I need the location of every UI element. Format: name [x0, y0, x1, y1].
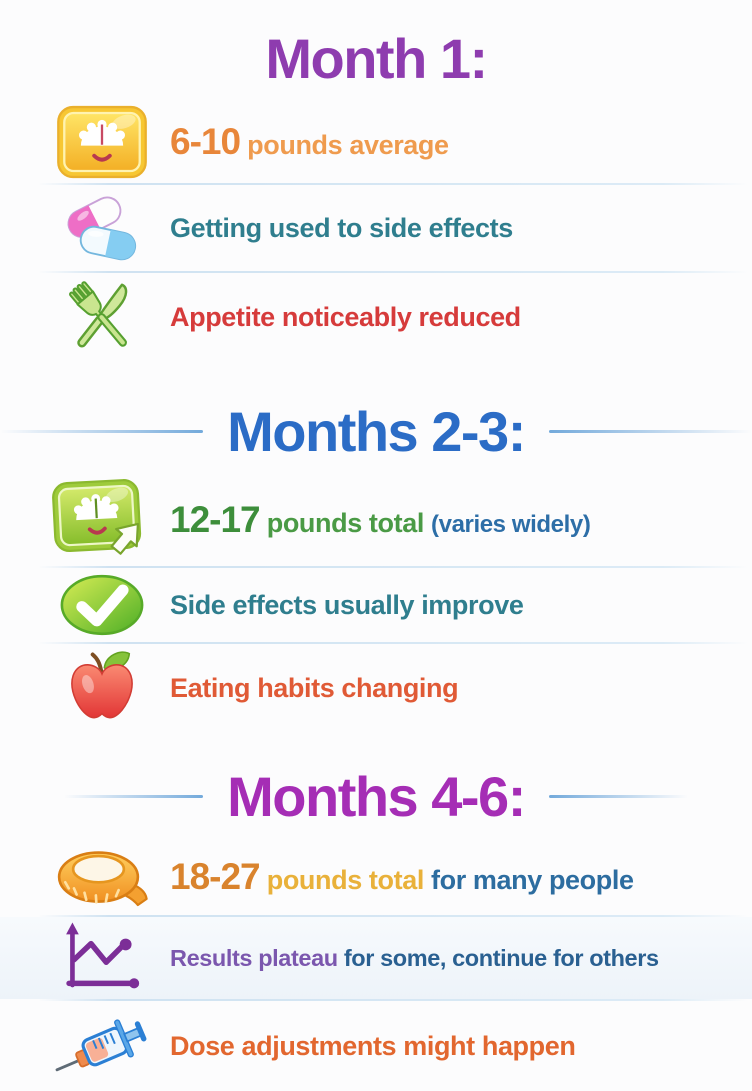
row-divider	[38, 915, 748, 917]
section-rows: 6-10 pounds average	[0, 101, 752, 361]
section-heading: Month 1:	[0, 26, 752, 91]
section-title: Months 4-6:	[227, 765, 526, 828]
heading-rule-right	[548, 795, 688, 798]
section-title: Month 1:	[265, 27, 488, 90]
timeline-row: Side effects usually improve	[0, 568, 752, 642]
row-label-text: pounds total	[259, 508, 432, 538]
smiley-scale-yellow-icon	[52, 104, 152, 180]
heading-rule-left	[0, 430, 204, 433]
timeline-row: 18-27 pounds total for many people	[0, 839, 752, 915]
line-chart-icon	[52, 920, 152, 996]
row-label-suffix: for many people	[431, 865, 634, 895]
fork-knife-icon	[52, 276, 152, 358]
section-rows: 18-27 pounds total for many people	[0, 839, 752, 1091]
section-months-2-3: Months 2-3:	[0, 399, 752, 732]
row-label-text: Eating habits changing	[170, 672, 459, 703]
row-label-text: Appetite noticeably reduced	[170, 301, 521, 332]
timeline-row: 12-17 pounds total (varies widely)	[0, 474, 752, 566]
weight-range-value: 12-17	[170, 499, 261, 540]
section-rows: 12-17 pounds total (varies widely)	[0, 474, 752, 732]
section-months-4-6: Months 4-6:	[0, 764, 752, 1091]
measuring-tape-icon	[52, 842, 152, 912]
row-label: 12-17 pounds total (varies widely)	[170, 499, 591, 541]
section-heading: Months 4-6:	[0, 764, 752, 829]
heading-rule-right	[548, 430, 752, 433]
row-label-text: for some, continue for others	[343, 944, 659, 971]
timeline-row: Eating habits changing	[0, 644, 752, 732]
pills-icon	[52, 188, 152, 268]
section-month-1: Month 1:	[0, 26, 752, 361]
row-divider	[38, 999, 748, 1001]
row-label-note: (varies widely)	[431, 511, 591, 538]
section-title: Months 2-3:	[227, 400, 526, 463]
section-heading: Months 2-3:	[0, 399, 752, 464]
row-label-text: Side effects usually improve	[170, 589, 524, 620]
row-label: Eating habits changing	[170, 672, 459, 704]
row-label-text: pounds total	[259, 865, 432, 895]
row-label: 6-10 pounds average	[170, 121, 449, 163]
row-label-text: Dose adjustments might happen	[170, 1030, 576, 1061]
row-label: Dose adjustments might happen	[170, 1030, 576, 1062]
row-divider	[38, 271, 748, 273]
row-divider	[38, 183, 748, 185]
syringe-icon	[52, 1004, 152, 1088]
smiley-scale-green-icon	[52, 477, 152, 563]
row-divider	[38, 566, 748, 568]
row-label: Side effects usually improve	[170, 589, 524, 621]
row-label-lead: Results plateau	[170, 944, 344, 971]
apple-icon	[52, 647, 152, 729]
checkmark-icon	[52, 571, 152, 639]
timeline-row: Appetite noticeably reduced	[0, 273, 752, 361]
row-label-text: Getting used to side effects	[170, 212, 513, 243]
row-label-text: pounds average	[240, 130, 449, 160]
row-label: 18-27 pounds total for many people	[170, 856, 634, 898]
timeline-row: Results plateau for some, continue for o…	[0, 917, 752, 999]
row-label: Appetite noticeably reduced	[170, 302, 521, 333]
timeline-row: Dose adjustments might happen	[0, 1001, 752, 1091]
weight-range-value: 6-10	[170, 121, 241, 162]
weight-range-value: 18-27	[170, 856, 261, 897]
row-label: Getting used to side effects	[170, 213, 513, 244]
timeline-row: 6-10 pounds average	[0, 101, 752, 183]
row-divider	[38, 642, 748, 644]
timeline-row: Getting used to side effects	[0, 185, 752, 271]
row-label: Results plateau for some, continue for o…	[170, 945, 659, 972]
heading-rule-left	[64, 795, 204, 798]
